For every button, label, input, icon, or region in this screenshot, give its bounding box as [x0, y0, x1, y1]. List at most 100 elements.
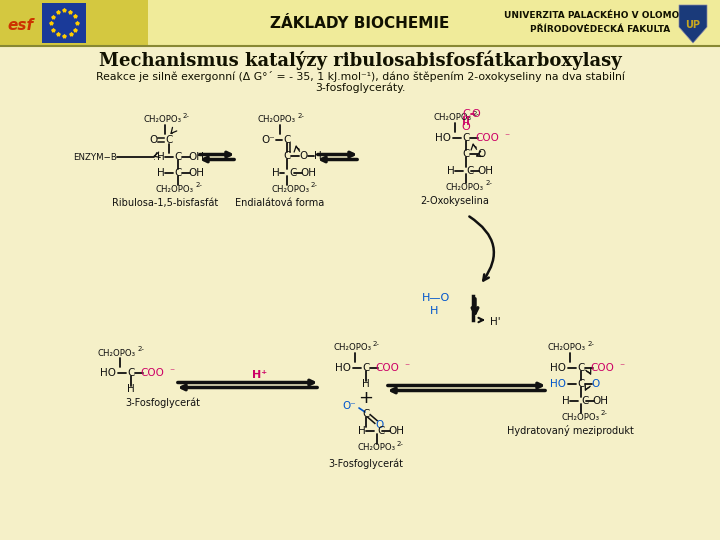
Text: OH: OH — [388, 426, 404, 436]
Text: 2-Oxokyselina: 2-Oxokyselina — [420, 196, 490, 206]
Text: C: C — [581, 396, 588, 406]
Text: Ribulosa-1,5-bisfasfát: Ribulosa-1,5-bisfasfát — [112, 198, 218, 208]
Bar — [42, 3, 86, 43]
Text: O: O — [462, 122, 470, 132]
Text: ⁻: ⁻ — [169, 367, 174, 377]
Text: COO: COO — [375, 363, 399, 373]
Text: H—O: H—O — [422, 293, 450, 303]
Text: C: C — [462, 149, 469, 159]
Text: O: O — [472, 109, 480, 119]
Text: Reakce je silně exergonní (Δ G°´ = - 35, 1 kJ.mol⁻¹), dáno štěpením 2-oxokyselin: Reakce je silně exergonní (Δ G°´ = - 35,… — [96, 71, 624, 82]
Text: CH₂OPO₃: CH₂OPO₃ — [143, 116, 181, 125]
Text: 3-Fosfoglycerát: 3-Fosfoglycerát — [328, 459, 403, 469]
Text: C: C — [166, 135, 173, 145]
Text: 2-: 2- — [311, 182, 318, 188]
Text: 2-: 2- — [486, 180, 493, 186]
Text: ENZYM−B: ENZYM−B — [73, 152, 117, 161]
Text: CH₂OPO₃: CH₂OPO₃ — [271, 185, 309, 193]
Text: H: H — [157, 168, 165, 178]
Text: +: + — [359, 389, 374, 407]
Text: CH₂OPO₃: CH₂OPO₃ — [98, 348, 136, 357]
Text: Hydratovaný meziprodukt: Hydratovaný meziprodukt — [507, 426, 634, 436]
Text: HO: HO — [335, 363, 351, 373]
Text: CH₂OPO₃: CH₂OPO₃ — [156, 185, 194, 193]
Text: HO: HO — [550, 379, 566, 389]
Text: COO: COO — [590, 363, 614, 373]
Text: C: C — [577, 363, 585, 373]
Text: H: H — [127, 384, 135, 394]
Text: H: H — [362, 379, 370, 389]
Text: O⁻: O⁻ — [261, 135, 275, 145]
Text: HO: HO — [435, 133, 451, 143]
Text: O: O — [149, 135, 157, 145]
Text: O⁻: O⁻ — [342, 401, 356, 411]
Text: HO: HO — [550, 363, 566, 373]
Text: H': H' — [490, 317, 500, 327]
Text: COO: COO — [140, 368, 164, 378]
Text: :: : — [153, 152, 156, 161]
Text: CH₂OPO₃: CH₂OPO₃ — [548, 343, 586, 353]
Text: C: C — [462, 133, 469, 143]
Text: H: H — [447, 166, 455, 176]
Text: C: C — [577, 379, 585, 389]
Text: 2-: 2- — [473, 111, 480, 117]
Text: COO: COO — [475, 133, 499, 143]
Polygon shape — [679, 5, 707, 43]
Text: CH₂OPO₃: CH₂OPO₃ — [561, 413, 599, 422]
Text: 2-: 2- — [397, 441, 404, 447]
Text: OH: OH — [188, 152, 204, 162]
Text: C: C — [362, 363, 369, 373]
Text: OH: OH — [188, 168, 204, 178]
Text: C: C — [283, 135, 291, 145]
Text: Mechanismus katalýzy ribulosabisfosfátkarboxylasy: Mechanismus katalýzy ribulosabisfosfátka… — [99, 50, 621, 70]
Text: O: O — [300, 151, 308, 161]
Text: O: O — [478, 149, 486, 159]
Text: H: H — [430, 306, 438, 316]
Text: C: C — [174, 168, 181, 178]
Text: C: C — [377, 426, 384, 436]
Text: 2-: 2- — [138, 346, 145, 352]
Text: ⁻: ⁻ — [505, 132, 510, 142]
Text: OH: OH — [477, 166, 493, 176]
Text: C: C — [283, 151, 291, 161]
Text: 2-: 2- — [196, 182, 203, 188]
Text: 3-Fosfoglycerát: 3-Fosfoglycerát — [125, 398, 200, 408]
Text: H⁺: H⁺ — [253, 370, 268, 380]
Text: C: C — [127, 368, 135, 378]
Text: 2-: 2- — [588, 341, 595, 347]
Text: 2-: 2- — [298, 113, 305, 119]
Text: O: O — [375, 420, 383, 430]
Text: 2-: 2- — [183, 113, 190, 119]
Text: ⁻: ⁻ — [405, 362, 410, 372]
Text: ZÁKLADY BIOCHEMIE: ZÁKLADY BIOCHEMIE — [270, 16, 450, 30]
Text: OH: OH — [592, 396, 608, 406]
Text: H: H — [358, 426, 366, 436]
Text: PŘÍRODOVĖDECKÁ FAKULTA: PŘÍRODOVĖDECKÁ FAKULTA — [530, 24, 670, 33]
Text: C: C — [466, 166, 473, 176]
Text: 2-: 2- — [601, 410, 608, 416]
Text: H: H — [272, 168, 280, 178]
Text: CH₂OPO₃: CH₂OPO₃ — [357, 443, 395, 453]
Text: C: C — [174, 152, 181, 162]
Text: HO: HO — [100, 368, 116, 378]
Bar — [0, 0, 148, 46]
Text: UP: UP — [685, 20, 701, 30]
Text: C: C — [362, 409, 369, 419]
Text: esf: esf — [7, 18, 33, 33]
Text: OH: OH — [300, 168, 316, 178]
Text: CH₂OPO₃: CH₂OPO₃ — [333, 343, 371, 353]
Bar — [0, 0, 720, 46]
Text: Endialátová forma: Endialátová forma — [235, 198, 325, 208]
Text: H: H — [562, 396, 570, 406]
Text: CH₂OPO₃: CH₂OPO₃ — [433, 113, 471, 123]
Text: H: H — [157, 152, 165, 162]
Text: C: C — [462, 109, 470, 119]
Text: O: O — [592, 379, 600, 389]
Text: CH₂OPO₃: CH₂OPO₃ — [446, 183, 484, 192]
Text: C: C — [289, 168, 297, 178]
Text: CH₂OPO₃: CH₂OPO₃ — [258, 116, 296, 125]
Text: 3-fosfoglyceráty.: 3-fosfoglyceráty. — [315, 83, 405, 93]
Text: ⁻: ⁻ — [619, 362, 624, 372]
Text: UNIVERZITA PALACKÉHO V OLOMOUCI: UNIVERZITA PALACKÉHO V OLOMOUCI — [503, 10, 696, 19]
Text: H: H — [314, 151, 322, 161]
